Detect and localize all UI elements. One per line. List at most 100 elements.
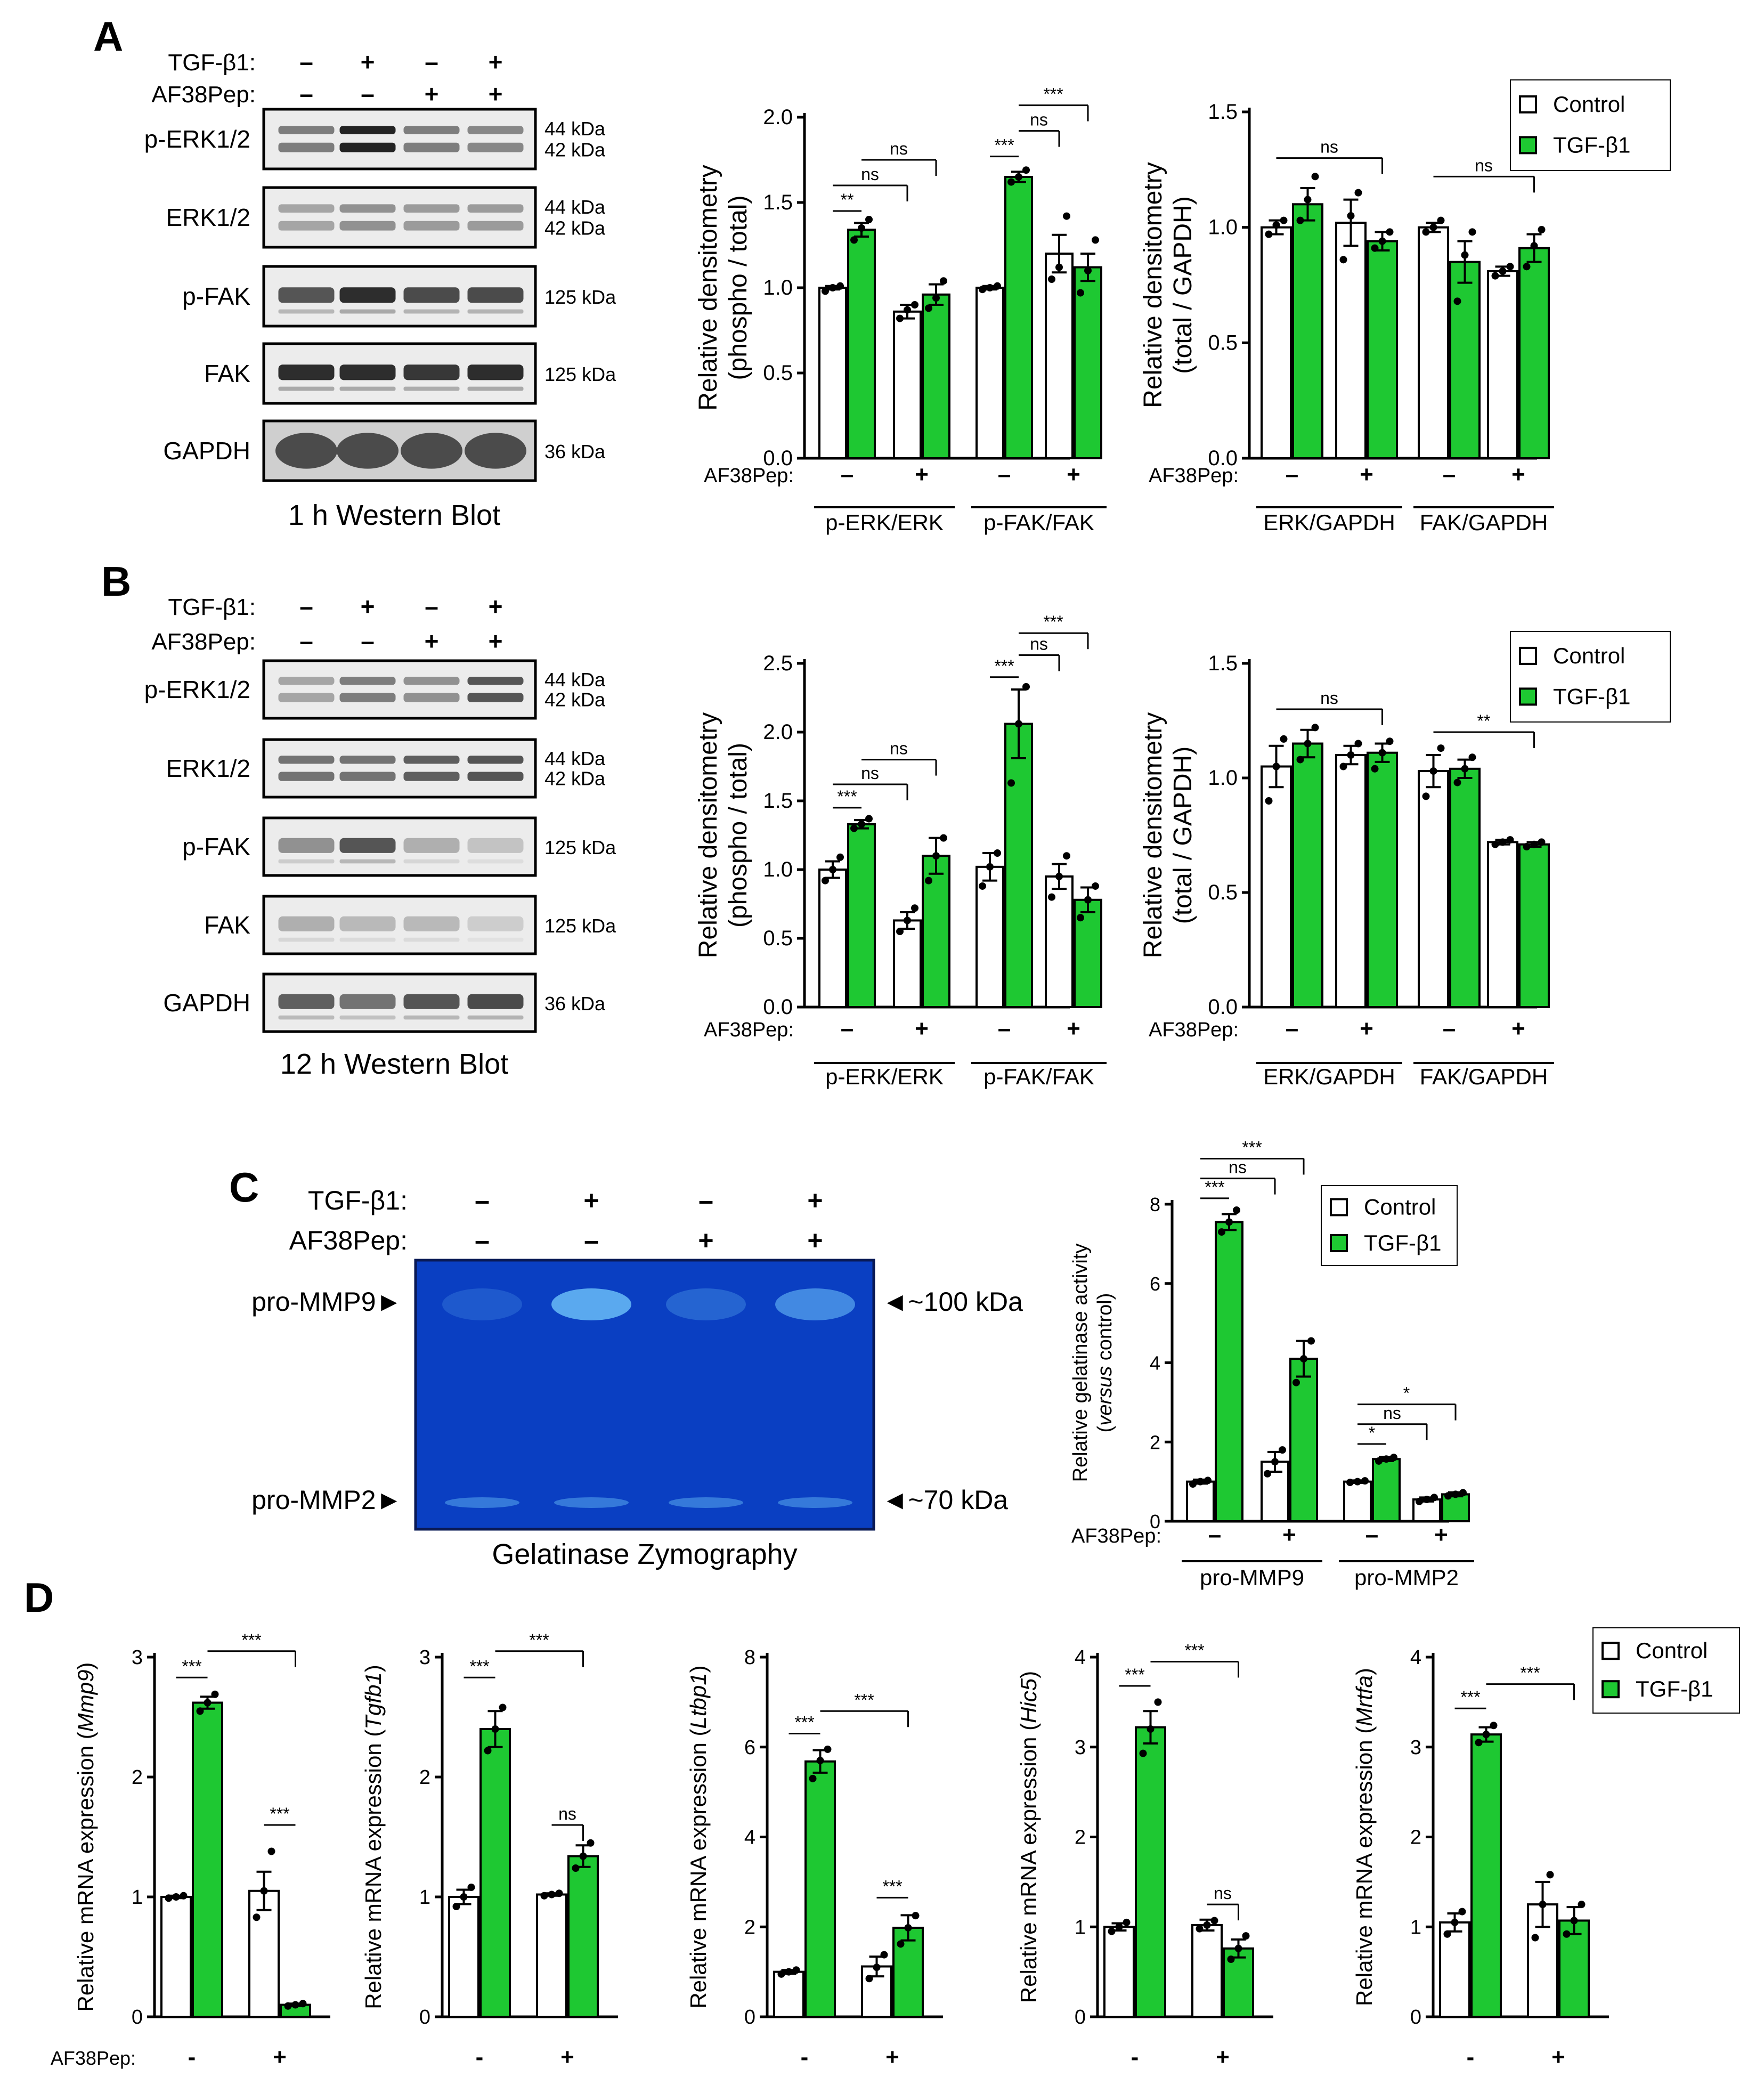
kda-label: 44 kDa xyxy=(544,118,606,140)
data-point xyxy=(1077,289,1084,297)
data-point xyxy=(986,284,994,291)
sig-label: ns xyxy=(1475,156,1493,175)
sig-label: *** xyxy=(1043,612,1063,631)
band-upper xyxy=(467,126,524,135)
legend-label-tgf: TGF-β1 xyxy=(1364,1230,1441,1255)
treatment-sign: – xyxy=(299,80,313,108)
band-upper xyxy=(403,756,460,764)
y-axis-label: (total / GAPDH) xyxy=(1169,747,1197,924)
band-upper xyxy=(278,677,335,685)
af38pep-sign: – xyxy=(841,1016,853,1042)
treatment-sign: + xyxy=(698,1226,713,1255)
data-point xyxy=(1459,1489,1467,1497)
y-label-italic: versus xyxy=(1094,1366,1116,1426)
treatment-sign: – xyxy=(361,80,375,108)
data-point xyxy=(284,2002,292,2010)
band xyxy=(278,916,335,931)
data-point xyxy=(491,1725,499,1733)
y-label-part: Relative mRNA expression ( xyxy=(1016,1723,1041,2003)
band-upper xyxy=(403,677,460,685)
data-point xyxy=(1546,1871,1554,1879)
data-point xyxy=(260,1887,268,1895)
data-point xyxy=(452,1903,460,1910)
band-faint xyxy=(467,386,524,391)
y-tick-label: 0.5 xyxy=(1208,331,1238,354)
treatment-sign: – xyxy=(425,593,438,620)
legend-swatch-control xyxy=(1519,95,1537,113)
blot-label: p-ERK1/2 xyxy=(144,125,250,153)
data-point xyxy=(1452,1490,1459,1498)
data-point xyxy=(822,287,829,295)
bar-tgf xyxy=(1215,1221,1243,1522)
data-point xyxy=(1304,196,1312,204)
bar-control xyxy=(160,1896,192,2018)
data-point xyxy=(1443,1930,1451,1938)
bar-tgf xyxy=(1449,261,1481,459)
data-point xyxy=(1430,1494,1438,1502)
band-faint xyxy=(403,386,460,391)
band xyxy=(403,364,460,380)
data-point xyxy=(180,1892,188,1900)
treatment-label: AF38Pep: xyxy=(289,1226,408,1255)
treatment-sign: – xyxy=(475,1186,490,1215)
legend-label-control: Control xyxy=(1364,1195,1436,1220)
kda-label: 125 kDa xyxy=(544,837,616,858)
chart-c-gelatinase: 0 2 4 6 8 Relative gelatinase activity (versus… xyxy=(1069,1138,1474,1590)
data-point xyxy=(1386,228,1394,236)
bar-tgf xyxy=(1004,723,1033,1008)
data-point xyxy=(809,1774,817,1782)
sig-label: ns xyxy=(1229,1158,1247,1177)
data-point xyxy=(1272,762,1280,770)
chart-d-tgfb1: 0 1 2 3 Relative mRNA expression (Tgfb1) *** *… xyxy=(361,1630,618,2070)
band-lower xyxy=(403,693,460,702)
band xyxy=(467,838,524,853)
y-tick-label: 4 xyxy=(1075,1646,1086,1669)
group-label: p-FAK/FAK xyxy=(983,1064,1094,1089)
data-point xyxy=(1123,1918,1131,1926)
legend: Control TGF-β1 xyxy=(1321,1185,1458,1266)
treatment-label: AF38Pep: xyxy=(151,629,256,655)
band-faint xyxy=(339,859,396,864)
sig-label: *** xyxy=(1242,1138,1262,1157)
kda-label: 125 kDa xyxy=(544,363,616,385)
band-lower xyxy=(467,221,524,231)
legend-swatch-tgf xyxy=(1602,1680,1620,1699)
af38pep-sign: - xyxy=(801,2044,809,2070)
sig-label: ns xyxy=(558,1804,576,1823)
band-faint xyxy=(339,309,396,314)
y-tick-label: 1.0 xyxy=(1208,766,1238,790)
data-point xyxy=(1204,1476,1212,1484)
bar-tgf xyxy=(1470,1733,1502,2018)
kda-label: 44 kDa xyxy=(544,196,606,218)
sig-label: *** xyxy=(994,656,1014,676)
y-label-part: Relative mRNA expression ( xyxy=(361,1730,386,2009)
data-point xyxy=(299,2000,307,2008)
data-point xyxy=(1491,840,1499,848)
band-faint xyxy=(278,937,335,942)
band xyxy=(467,364,524,380)
bar-tgf xyxy=(1004,176,1033,459)
data-point xyxy=(911,904,918,912)
y-tick-label: 1.5 xyxy=(763,191,793,214)
legend-label-tgf: TGF-β1 xyxy=(1553,132,1630,157)
chart-b-total: 0.0 0.5 1.0 1.5 Relative densitometry (total … xyxy=(1139,631,1671,1089)
blot-frame xyxy=(262,738,537,799)
y-tick-label: 1.0 xyxy=(763,858,793,881)
sig-label: *** xyxy=(469,1657,489,1676)
y-tick-label: 2 xyxy=(1075,1827,1086,1849)
blot-strip xyxy=(262,895,537,955)
data-point xyxy=(1451,1918,1459,1926)
data-point xyxy=(1022,683,1030,691)
zymo-kda-label: ◄~100 kDa xyxy=(882,1287,1023,1317)
sig-label: *** xyxy=(994,136,1014,155)
af38pep-label: AF38Pep: xyxy=(1149,465,1239,487)
y-label-gene: Hic5 xyxy=(1016,1678,1041,1723)
band xyxy=(403,916,460,931)
data-point xyxy=(267,1847,275,1855)
sig-label: ns xyxy=(861,165,879,184)
data-point xyxy=(1361,1477,1369,1485)
data-point xyxy=(1242,1932,1250,1940)
af38pep-sign: – xyxy=(1365,1522,1378,1548)
treatment-sign: – xyxy=(425,48,438,76)
y-axis-label: (phospho / total) xyxy=(724,196,752,380)
